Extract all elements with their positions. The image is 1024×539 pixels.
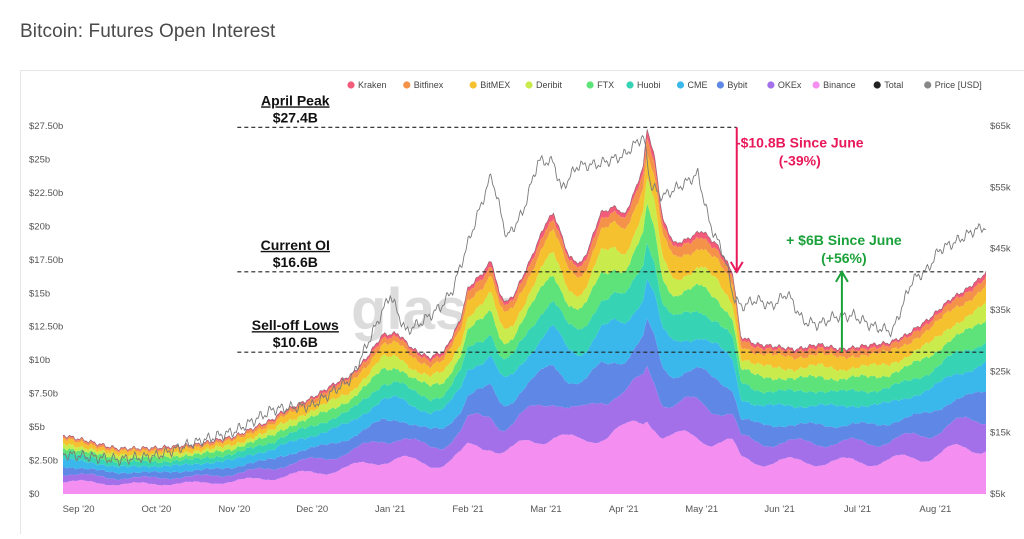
arrow-sublabel-rise: (+56%) (821, 250, 867, 266)
chart-card: glassnode $0$2.50b$5b$7.50b$10b$12.50b$1… (20, 70, 1024, 534)
x-axis-tick-label: Jun '21 (764, 504, 794, 515)
right-axis-tick-label: $55k (990, 182, 1011, 193)
legend-item-price-usd[interactable]: Price [USD] (924, 80, 982, 90)
legend-dot (924, 81, 932, 89)
legend-label: Huobi (637, 80, 661, 90)
legend-label: CME (688, 80, 708, 90)
left-axis-tick-label: $12.50b (29, 322, 63, 333)
annotation-value-current-oi: $16.6B (273, 254, 318, 270)
legend-dot (525, 81, 533, 89)
legend-item-bybit[interactable]: Bybit (716, 80, 748, 90)
futures-oi-chart: glassnode $0$2.50b$5b$7.50b$10b$12.50b$1… (29, 80, 1011, 515)
x-axis-tick-label: Aug '21 (919, 504, 951, 515)
legend-item-ftx[interactable]: FTX (586, 80, 615, 90)
legend-dot (767, 81, 775, 89)
legend-dot (873, 81, 881, 89)
left-axis-tick-label: $0 (29, 489, 40, 500)
legend-item-binance[interactable]: Binance (812, 80, 856, 90)
x-axis-tick-label: May '21 (685, 504, 718, 515)
annotation-title-sell-off-lows: Sell-off Lows (252, 317, 339, 333)
legend-dot (469, 81, 477, 89)
legend-dot (403, 81, 411, 89)
legend-label: Deribit (536, 80, 563, 90)
area-bybit (63, 318, 986, 481)
legend-label: Total (884, 80, 903, 90)
x-axis-tick-label: Jan '21 (375, 504, 405, 515)
annotation-title-current-oi: Current OI (261, 237, 330, 253)
legend-item-okex[interactable]: OKEx (767, 80, 802, 90)
legend-label: Bitfinex (414, 80, 444, 90)
legend-dot (626, 81, 634, 89)
legend-item-cme[interactable]: CME (676, 80, 708, 90)
right-axis-tick-label: $35k (990, 305, 1011, 316)
left-axis-tick-label: $25b (29, 154, 50, 165)
legend-item-kraken[interactable]: Kraken (347, 80, 387, 90)
legend-dot (716, 81, 725, 89)
annotation-value-sell-off-lows: $10.6B (273, 334, 318, 350)
legend-label: OKEx (778, 80, 802, 90)
legend-item-huobi[interactable]: Huobi (626, 80, 661, 90)
arrow-sublabel-drop: (-39%) (779, 152, 821, 168)
left-axis-tick-label: $20b (29, 221, 50, 232)
legend-dot (812, 81, 820, 89)
total-oi-line (62, 129, 987, 452)
right-axis-tick-label: $45k (990, 244, 1011, 255)
right-axis-tick-label: $65k (990, 121, 1011, 132)
right-axis-tick-label: $25k (990, 366, 1011, 377)
left-axis-tick-label: $27.50b (29, 121, 63, 132)
area-binance (63, 420, 986, 494)
legend-label: Price [USD] (935, 80, 982, 90)
area-huobi (63, 242, 986, 468)
price-usd-line (62, 134, 987, 467)
x-axis-tick-label: Mar '21 (530, 504, 561, 515)
legend-dot (347, 81, 355, 89)
x-axis-tick-label: Jul '21 (844, 504, 871, 515)
page-title: Bitcoin: Futures Open Interest (20, 21, 276, 42)
x-axis-tick-label: Apr '21 (609, 504, 639, 515)
x-axis-tick-label: Oct '20 (142, 504, 172, 515)
legend-dot (586, 81, 594, 89)
left-axis-tick-label: $2.50b (29, 456, 58, 467)
right-axis-tick-label: $15k (990, 428, 1011, 439)
right-axis-tick-label: $5k (990, 489, 1006, 500)
arrow-label-drop: -$10.8B Since June (736, 134, 864, 150)
x-axis-tick-label: Sep '20 (63, 504, 95, 515)
area-okex (63, 366, 986, 486)
arrow-head-rise (835, 269, 849, 283)
legend-label: Binance (823, 80, 856, 90)
left-axis-tick-label: $10b (29, 355, 50, 366)
legend-label: Bybit (727, 80, 748, 90)
legend-label: FTX (597, 80, 614, 90)
area-ftx (63, 203, 986, 465)
annotation-value-april-peak: $27.4B (273, 109, 318, 125)
annotation-title-april-peak: April Peak (261, 92, 330, 108)
left-axis-tick-label: $5b (29, 422, 45, 433)
legend-label: Kraken (358, 80, 387, 90)
legend-item-deribit[interactable]: Deribit (525, 80, 563, 90)
x-axis-tick-label: Dec '20 (296, 504, 328, 515)
left-axis-tick-label: $7.50b (29, 389, 58, 400)
legend-item-total[interactable]: Total (873, 80, 904, 90)
area-cme (63, 278, 986, 475)
left-axis-tick-label: $17.50b (29, 255, 63, 266)
left-axis-tick-label: $22.50b (29, 188, 63, 199)
x-axis-tick-label: Feb '21 (452, 504, 483, 515)
arrow-head-drop (729, 261, 744, 274)
legend-label: BitMEX (480, 80, 510, 90)
legend-item-bitmex[interactable]: BitMEX (469, 80, 511, 90)
legend-item-bitfinex[interactable]: Bitfinex (403, 80, 444, 90)
left-axis-tick-label: $15b (29, 288, 50, 299)
legend-dot (676, 81, 685, 89)
x-axis-tick-label: Nov '20 (218, 504, 250, 515)
arrow-label-rise: + $6B Since June (786, 232, 902, 248)
